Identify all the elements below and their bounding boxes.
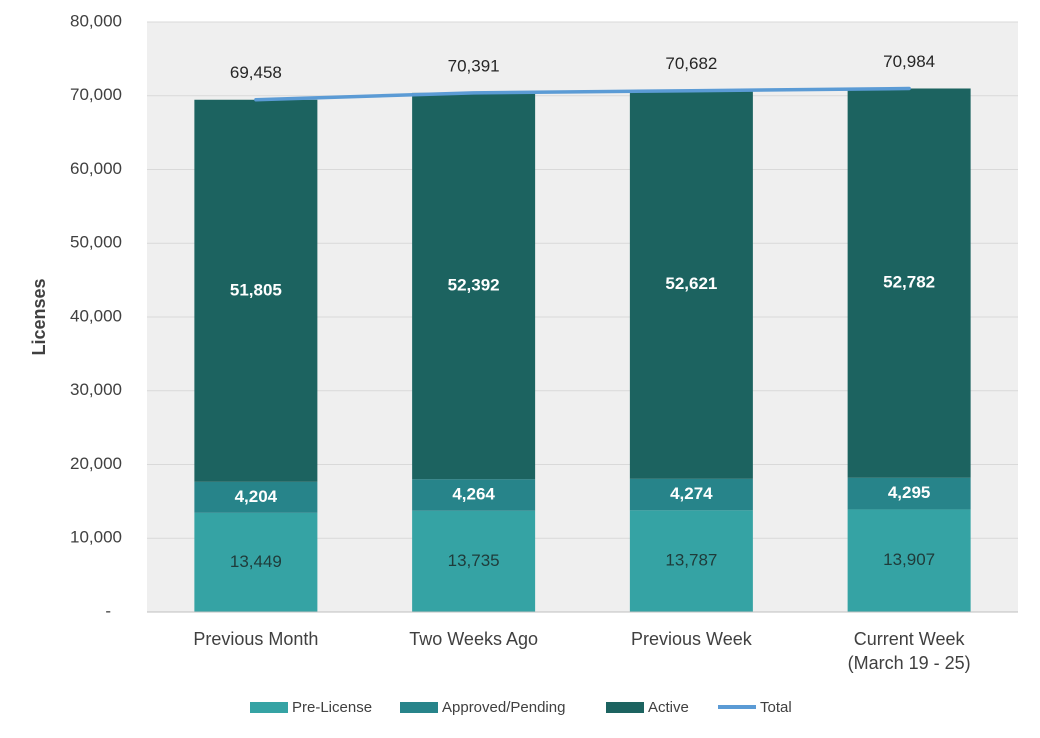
- data-label: 4,204: [235, 487, 278, 506]
- y-tick-label: 60,000: [70, 159, 122, 178]
- x-tick-label: Two Weeks Ago: [409, 629, 538, 649]
- legend-label: Total: [760, 699, 792, 716]
- total-data-label: 70,682: [665, 54, 717, 73]
- y-tick-label: -: [105, 601, 111, 620]
- data-label: 52,392: [448, 276, 500, 295]
- legend-swatch: [606, 702, 644, 713]
- legend-label: Active: [648, 699, 689, 716]
- y-tick-label: 50,000: [70, 233, 122, 252]
- total-data-label: 70,984: [883, 52, 935, 71]
- legend-swatch: [250, 702, 288, 713]
- y-tick-label: 80,000: [70, 11, 122, 30]
- y-tick-label: 30,000: [70, 380, 122, 399]
- bar-segment-pre-license: [629, 510, 753, 612]
- bar-segment-approved-pending: [194, 481, 318, 513]
- data-label: 13,449: [230, 552, 282, 571]
- data-label: 52,782: [883, 273, 935, 292]
- x-tick-label: Current Week: [854, 629, 966, 649]
- bar-segment-pre-license: [412, 510, 536, 612]
- legend-label: Pre-License: [292, 699, 372, 716]
- y-tick-label: 40,000: [70, 306, 122, 325]
- x-tick-label: Previous Week: [631, 629, 753, 649]
- total-data-label: 69,458: [230, 63, 282, 82]
- data-label: 13,787: [665, 551, 717, 570]
- total-data-label: 70,391: [448, 56, 500, 75]
- data-label: 52,621: [665, 274, 717, 293]
- data-label: 13,907: [883, 550, 935, 569]
- bar-segment-pre-license: [194, 512, 318, 612]
- data-label: 4,264: [452, 484, 495, 503]
- bar-segment-approved-pending: [847, 477, 971, 510]
- bar-segment-active: [847, 88, 971, 478]
- legend-swatch: [400, 702, 438, 713]
- y-tick-label: 20,000: [70, 454, 122, 473]
- y-axis-label: Licenses: [29, 278, 49, 355]
- data-label: 4,274: [670, 484, 713, 503]
- x-tick-label: Previous Month: [193, 629, 318, 649]
- bar-segment-pre-license: [847, 509, 971, 612]
- y-tick-label: 10,000: [70, 528, 122, 547]
- legend-label: Approved/Pending: [442, 699, 565, 716]
- y-tick-label: 70,000: [70, 85, 122, 104]
- bar-segment-approved-pending: [412, 479, 536, 511]
- total-line: [254, 86, 911, 102]
- bar-segment-approved-pending: [629, 478, 753, 511]
- x-tick-label: (March 19 - 25): [848, 653, 971, 673]
- bar-segment-active: [629, 90, 753, 479]
- bar-segment-active: [194, 99, 318, 482]
- data-label: 51,805: [230, 280, 282, 299]
- data-label: 4,295: [888, 483, 931, 502]
- data-label: 13,735: [448, 551, 500, 570]
- bar-segment-active: [412, 92, 536, 480]
